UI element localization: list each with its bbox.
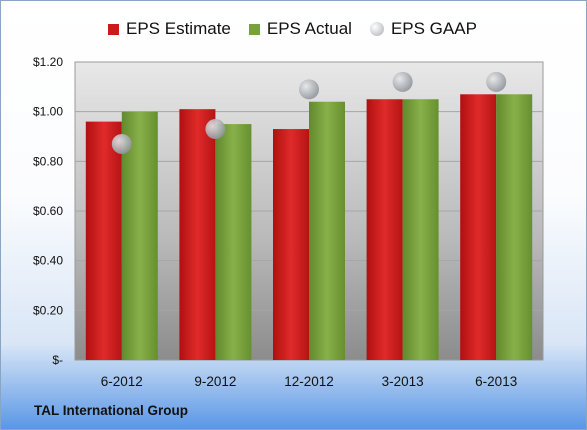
y-tick-label: $1.00 (33, 105, 63, 119)
legend: EPS Estimate EPS Actual EPS GAAP (108, 17, 495, 41)
point-eps-gaap (205, 119, 226, 140)
legend-item-eps-estimate: EPS Estimate (108, 19, 231, 39)
legend-swatch-eps-actual (248, 23, 260, 35)
bars (85, 94, 533, 361)
bar-eps-estimate (179, 109, 216, 360)
bar-eps-actual (496, 94, 533, 361)
y-tick-label: $0.40 (33, 254, 63, 268)
y-tick-label: $- (52, 353, 63, 367)
legend-item-eps-actual: EPS Actual (248, 19, 352, 39)
legend-swatch-eps-estimate (108, 23, 119, 35)
x-category-label: 12-2012 (284, 374, 334, 389)
point-eps-gaap (392, 71, 413, 92)
point-eps-gaap (486, 71, 507, 92)
x-category-label: 6-2012 (101, 374, 143, 389)
bar-eps-actual (215, 124, 252, 360)
bar-eps-estimate (366, 99, 403, 360)
x-category-label: 3-2013 (382, 374, 424, 389)
x-axis-categories: 6-2012 9-2012 12-2012 3-2013 6-2013 (101, 374, 517, 389)
x-category-label: 9-2012 (194, 374, 236, 389)
bar-eps-estimate (460, 94, 497, 361)
bar-eps-actual (402, 99, 439, 360)
bar-eps-estimate (273, 129, 309, 360)
bar-eps-actual (309, 101, 345, 360)
legend-label-eps-actual: EPS Actual (266, 19, 352, 38)
bar-eps-actual (121, 111, 158, 361)
bar-eps-estimate (85, 121, 122, 360)
y-tick-label: $1.20 (33, 55, 63, 69)
y-tick-label: $0.20 (33, 303, 63, 317)
x-category-label: 6-2013 (475, 374, 517, 389)
point-eps-gaap (299, 79, 319, 100)
point-eps-gaap (111, 133, 132, 154)
legend-label-eps-estimate: EPS Estimate (126, 19, 231, 38)
y-axis-ticks: $- $0.20 $0.40 $0.60 $0.80 $1.00 $1.20 (33, 55, 63, 367)
company-name: TAL International Group (34, 403, 188, 418)
legend-label-eps-gaap: EPS GAAP (390, 19, 477, 38)
y-tick-label: $0.60 (33, 204, 63, 218)
legend-swatch-eps-gaap (369, 22, 384, 36)
legend-item-eps-gaap: EPS GAAP (369, 19, 477, 39)
gaap-points (111, 71, 507, 154)
y-tick-label: $0.80 (33, 154, 63, 168)
